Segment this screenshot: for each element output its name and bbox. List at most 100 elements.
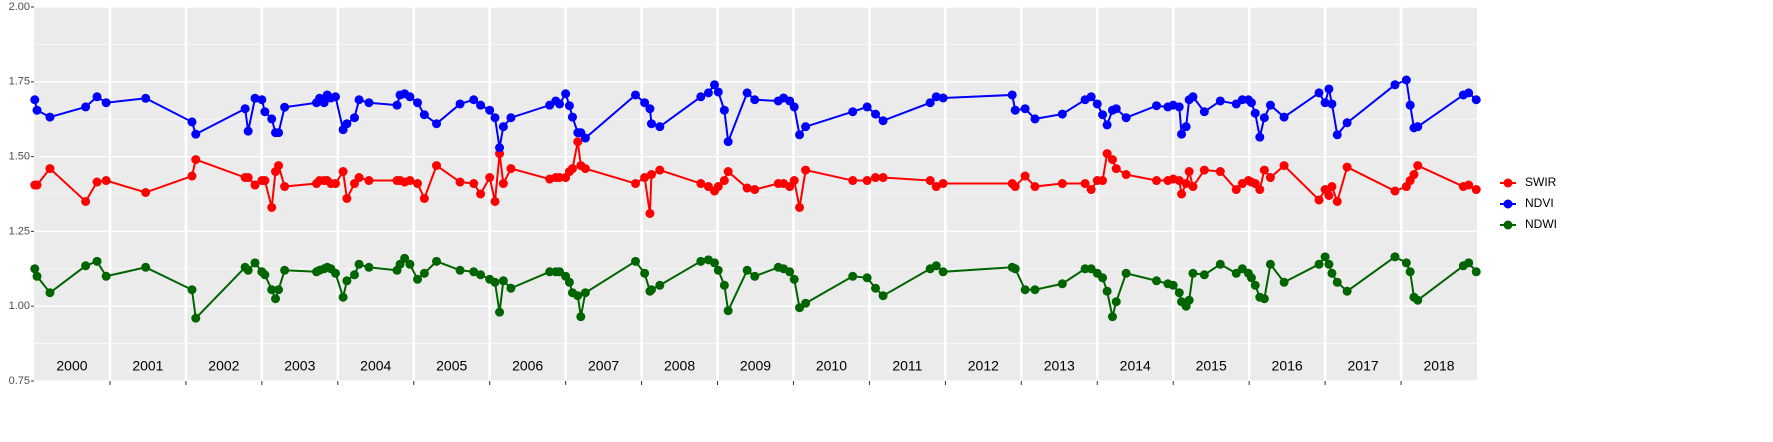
- point: [30, 95, 40, 105]
- point: [742, 265, 752, 275]
- point: [476, 189, 486, 199]
- point: [573, 291, 583, 301]
- point: [260, 176, 270, 186]
- point: [580, 133, 590, 143]
- point: [713, 182, 723, 192]
- point: [1098, 110, 1108, 120]
- point: [1464, 88, 1474, 98]
- point: [646, 119, 656, 129]
- point: [342, 119, 352, 129]
- point: [862, 273, 872, 283]
- year-label: 2009: [740, 358, 771, 374]
- point: [640, 268, 650, 278]
- point: [485, 173, 495, 183]
- point: [1102, 120, 1112, 130]
- point: [1168, 280, 1178, 290]
- point: [319, 98, 329, 108]
- point: [469, 95, 479, 105]
- year-label: 2007: [588, 358, 619, 374]
- point: [1188, 268, 1198, 278]
- legend-label: NDVI: [1525, 196, 1554, 210]
- point: [631, 256, 641, 266]
- point: [631, 179, 641, 189]
- point: [801, 298, 811, 308]
- point: [1199, 107, 1209, 117]
- point: [1080, 179, 1090, 189]
- point: [101, 176, 111, 186]
- point: [506, 113, 516, 123]
- point: [271, 294, 281, 304]
- point: [640, 173, 650, 183]
- point: [1184, 167, 1194, 177]
- point: [338, 167, 348, 177]
- point: [1324, 190, 1334, 200]
- point: [1464, 258, 1474, 268]
- point: [260, 270, 270, 280]
- point: [1057, 179, 1067, 189]
- point: [485, 105, 495, 115]
- point: [267, 114, 277, 124]
- point: [703, 88, 713, 98]
- point: [331, 268, 341, 278]
- point: [1246, 273, 1256, 283]
- point: [1401, 258, 1411, 268]
- legend-key-point: [1503, 220, 1513, 230]
- point: [274, 285, 284, 295]
- point: [1010, 105, 1020, 115]
- point: [506, 164, 516, 174]
- point: [1342, 286, 1352, 296]
- point: [1086, 92, 1096, 102]
- point: [476, 270, 486, 280]
- point: [243, 126, 253, 136]
- point: [1188, 92, 1198, 102]
- y-tick-label: 1.25: [9, 225, 30, 237]
- point: [495, 307, 505, 317]
- point: [405, 92, 415, 102]
- point: [1030, 285, 1040, 295]
- point: [349, 113, 359, 123]
- point: [1342, 118, 1352, 128]
- point: [141, 188, 151, 198]
- point: [1314, 88, 1324, 98]
- point: [1111, 297, 1121, 307]
- point: [331, 92, 341, 102]
- point: [364, 262, 374, 272]
- point: [1215, 96, 1225, 106]
- point: [640, 98, 650, 108]
- point: [938, 267, 948, 277]
- point: [719, 105, 729, 115]
- point: [498, 122, 508, 132]
- point: [1086, 185, 1096, 195]
- point: [646, 170, 656, 180]
- point: [862, 102, 872, 112]
- point: [1020, 104, 1030, 114]
- point: [1259, 294, 1269, 304]
- point: [141, 262, 151, 272]
- point: [696, 179, 706, 189]
- point: [260, 107, 270, 117]
- point: [1007, 90, 1017, 100]
- point: [719, 280, 729, 290]
- point: [1327, 182, 1337, 192]
- point: [931, 261, 941, 271]
- point: [1092, 99, 1102, 109]
- point: [490, 113, 500, 123]
- point: [32, 271, 42, 281]
- point: [1255, 185, 1265, 195]
- point: [1020, 171, 1030, 181]
- y-tick-label: 2.00: [9, 1, 30, 13]
- point: [1010, 264, 1020, 274]
- point: [1327, 268, 1337, 278]
- point: [696, 92, 706, 102]
- year-label: 2011: [892, 358, 922, 374]
- point: [696, 256, 706, 266]
- point: [785, 267, 795, 277]
- year-label: 2018: [1423, 358, 1454, 374]
- point: [645, 104, 655, 114]
- year-label: 2014: [1120, 358, 1151, 374]
- point: [495, 143, 505, 153]
- point: [506, 283, 516, 293]
- point: [1279, 161, 1289, 171]
- point: [789, 274, 799, 284]
- point: [878, 116, 888, 126]
